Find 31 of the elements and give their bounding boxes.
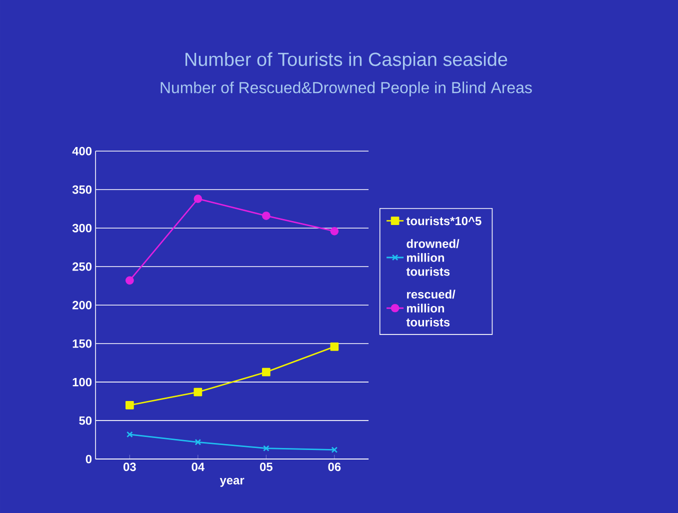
point (194, 194, 202, 204)
x-tick-label: 03 (124, 462, 136, 472)
point (125, 276, 134, 285)
y-tick-label: 100 (72, 378, 92, 386)
point (194, 388, 202, 396)
y-tick-label: 0 (86, 454, 92, 464)
point (125, 401, 134, 410)
x-axis-title: year (220, 478, 244, 487)
y-tick-label: 300 (72, 224, 92, 232)
y-tick-label: 50 (79, 416, 92, 425)
chart-title: Number of Tourists in Caspian seaside (186, 52, 508, 70)
legend-label: rescued/ million tourists (406, 290, 456, 326)
legend-label: tourists*10^5 (406, 216, 482, 226)
x-tick-label: 06 (328, 462, 341, 472)
y-tick-label: 150 (72, 339, 92, 348)
y-tick-label: 350 (72, 185, 92, 194)
chart-subtitle: Number of Rescued&Drowned People in Blind Areas (160, 82, 532, 96)
point (263, 445, 270, 452)
x-tick-label: 04 (192, 462, 205, 472)
point (330, 342, 339, 351)
legend-label: drowned/ million tourists (406, 239, 460, 276)
point (262, 368, 270, 376)
point (331, 446, 338, 454)
y-tick-label: 250 (72, 262, 92, 271)
point (194, 438, 202, 446)
y-tick-label: 400 (72, 146, 92, 156)
x-tick-label: 05 (260, 462, 272, 472)
y-tick-label: 200 (72, 300, 92, 310)
point (330, 226, 339, 236)
point (126, 431, 133, 438)
point (262, 212, 270, 220)
